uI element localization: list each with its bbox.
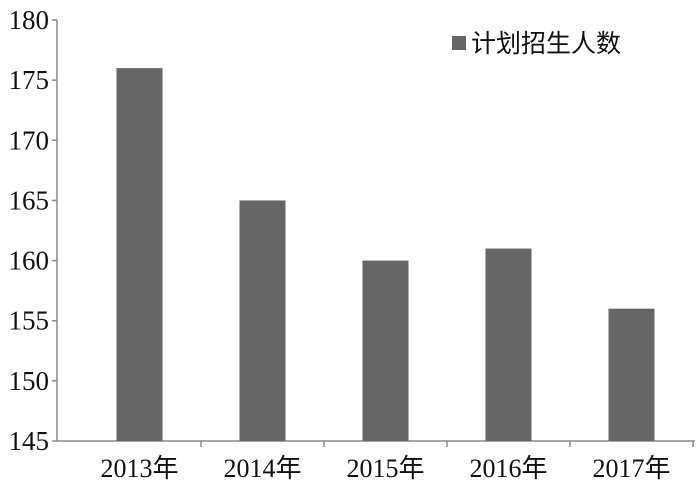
y-tick-label: 150 xyxy=(9,366,50,396)
y-tick-label: 175 xyxy=(9,65,50,95)
bar-2015年 xyxy=(362,260,409,441)
bar-2014年 xyxy=(239,200,286,441)
y-tick-label: 180 xyxy=(9,5,50,35)
y-tick-label: 160 xyxy=(9,246,50,276)
x-tick-label: 2013年 xyxy=(100,454,178,483)
y-tick-label: 170 xyxy=(9,125,50,155)
bar-2013年 xyxy=(116,68,163,441)
y-tick-label: 165 xyxy=(9,185,50,215)
y-tick-label: 145 xyxy=(9,426,50,456)
x-tick-label: 2017年 xyxy=(592,454,670,483)
x-tick-label: 2015年 xyxy=(346,454,424,483)
x-tick-label: 2016年 xyxy=(469,454,547,483)
x-tick-label: 2014年 xyxy=(223,454,301,483)
legend-label: 计划招生人数 xyxy=(471,30,621,58)
bar-2017年 xyxy=(608,308,655,441)
y-tick-label: 155 xyxy=(9,306,50,336)
legend-swatch xyxy=(452,36,466,50)
bar-2016年 xyxy=(485,248,532,441)
